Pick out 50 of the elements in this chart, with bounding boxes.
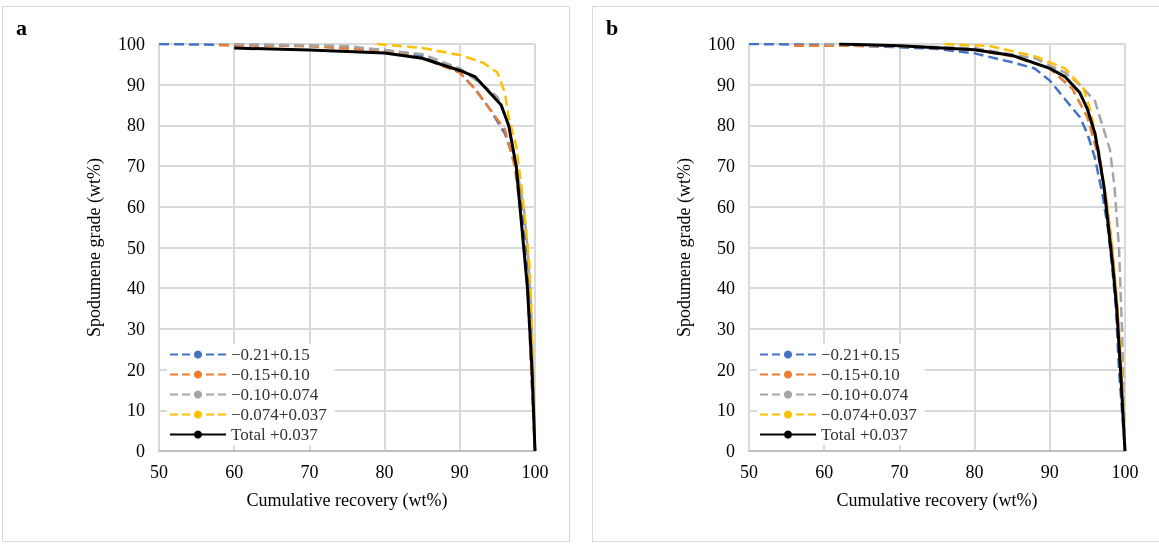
legend-label: Total +0.037 [231,425,319,444]
y-axis-title: Spodumene grade (wt%) [84,158,105,337]
y-tick-label: 100 [708,34,735,54]
y-tick-label: 90 [127,74,145,95]
x-tick-label: 50 [740,462,758,482]
y-tick-label: 100 [118,34,145,54]
y-tick-label: 60 [717,196,735,217]
y-tick-label: 0 [726,441,735,461]
y-tick-label: 70 [127,156,145,177]
x-tick-label: 80 [375,462,394,482]
y-tick-label: 50 [717,237,735,258]
legend-label: Total +0.037 [821,425,909,444]
x-tick-label: 100 [521,462,549,482]
y-tick-label: 40 [127,278,145,299]
legend-label: −0.15+0.10 [821,365,900,384]
y-tick-label: 90 [717,74,735,95]
y-tick-label: 40 [717,278,735,299]
x-tick-label: 50 [150,462,168,482]
legend-label: −0.10+0.074 [231,385,319,404]
x-tick-label: 90 [450,462,469,482]
x-tick-label: 100 [1111,462,1139,482]
legend-label: −0.15+0.10 [231,365,310,384]
chart-title: a [16,14,27,40]
y-tick-label: 80 [717,115,735,136]
y-tick-label: 10 [127,400,145,421]
x-tick-label: 90 [1040,462,1059,482]
x-axis-title: Cumulative recovery (wt%) [246,490,448,511]
y-axis-title: Spodumene grade (wt%) [674,158,695,337]
legend-label: −0.074+0.037 [231,405,328,424]
y-tick-label: 30 [717,318,735,339]
y-tick-label: 10 [717,400,735,421]
x-tick-label: 60 [815,462,834,482]
legend-label: −0.21+0.15 [821,345,900,364]
legend-label: −0.21+0.15 [231,345,310,364]
chart-title: b [606,14,619,40]
x-axis-title: Cumulative recovery (wt%) [836,490,1038,511]
y-tick-label: 20 [127,359,145,380]
x-tick-label: 70 [300,462,319,482]
x-tick-label: 60 [225,462,244,482]
x-tick-label: 80 [965,462,984,482]
legend-label: −0.074+0.037 [821,405,918,424]
y-tick-label: 50 [127,237,145,258]
y-tick-label: 80 [127,115,145,136]
y-tick-label: 20 [717,359,735,380]
y-tick-label: 0 [136,441,145,461]
x-tick-label: 70 [890,462,909,482]
legend-label: −0.10+0.074 [821,385,909,404]
y-tick-label: 30 [127,318,145,339]
y-tick-label: 60 [127,196,145,217]
y-tick-label: 70 [717,156,735,177]
